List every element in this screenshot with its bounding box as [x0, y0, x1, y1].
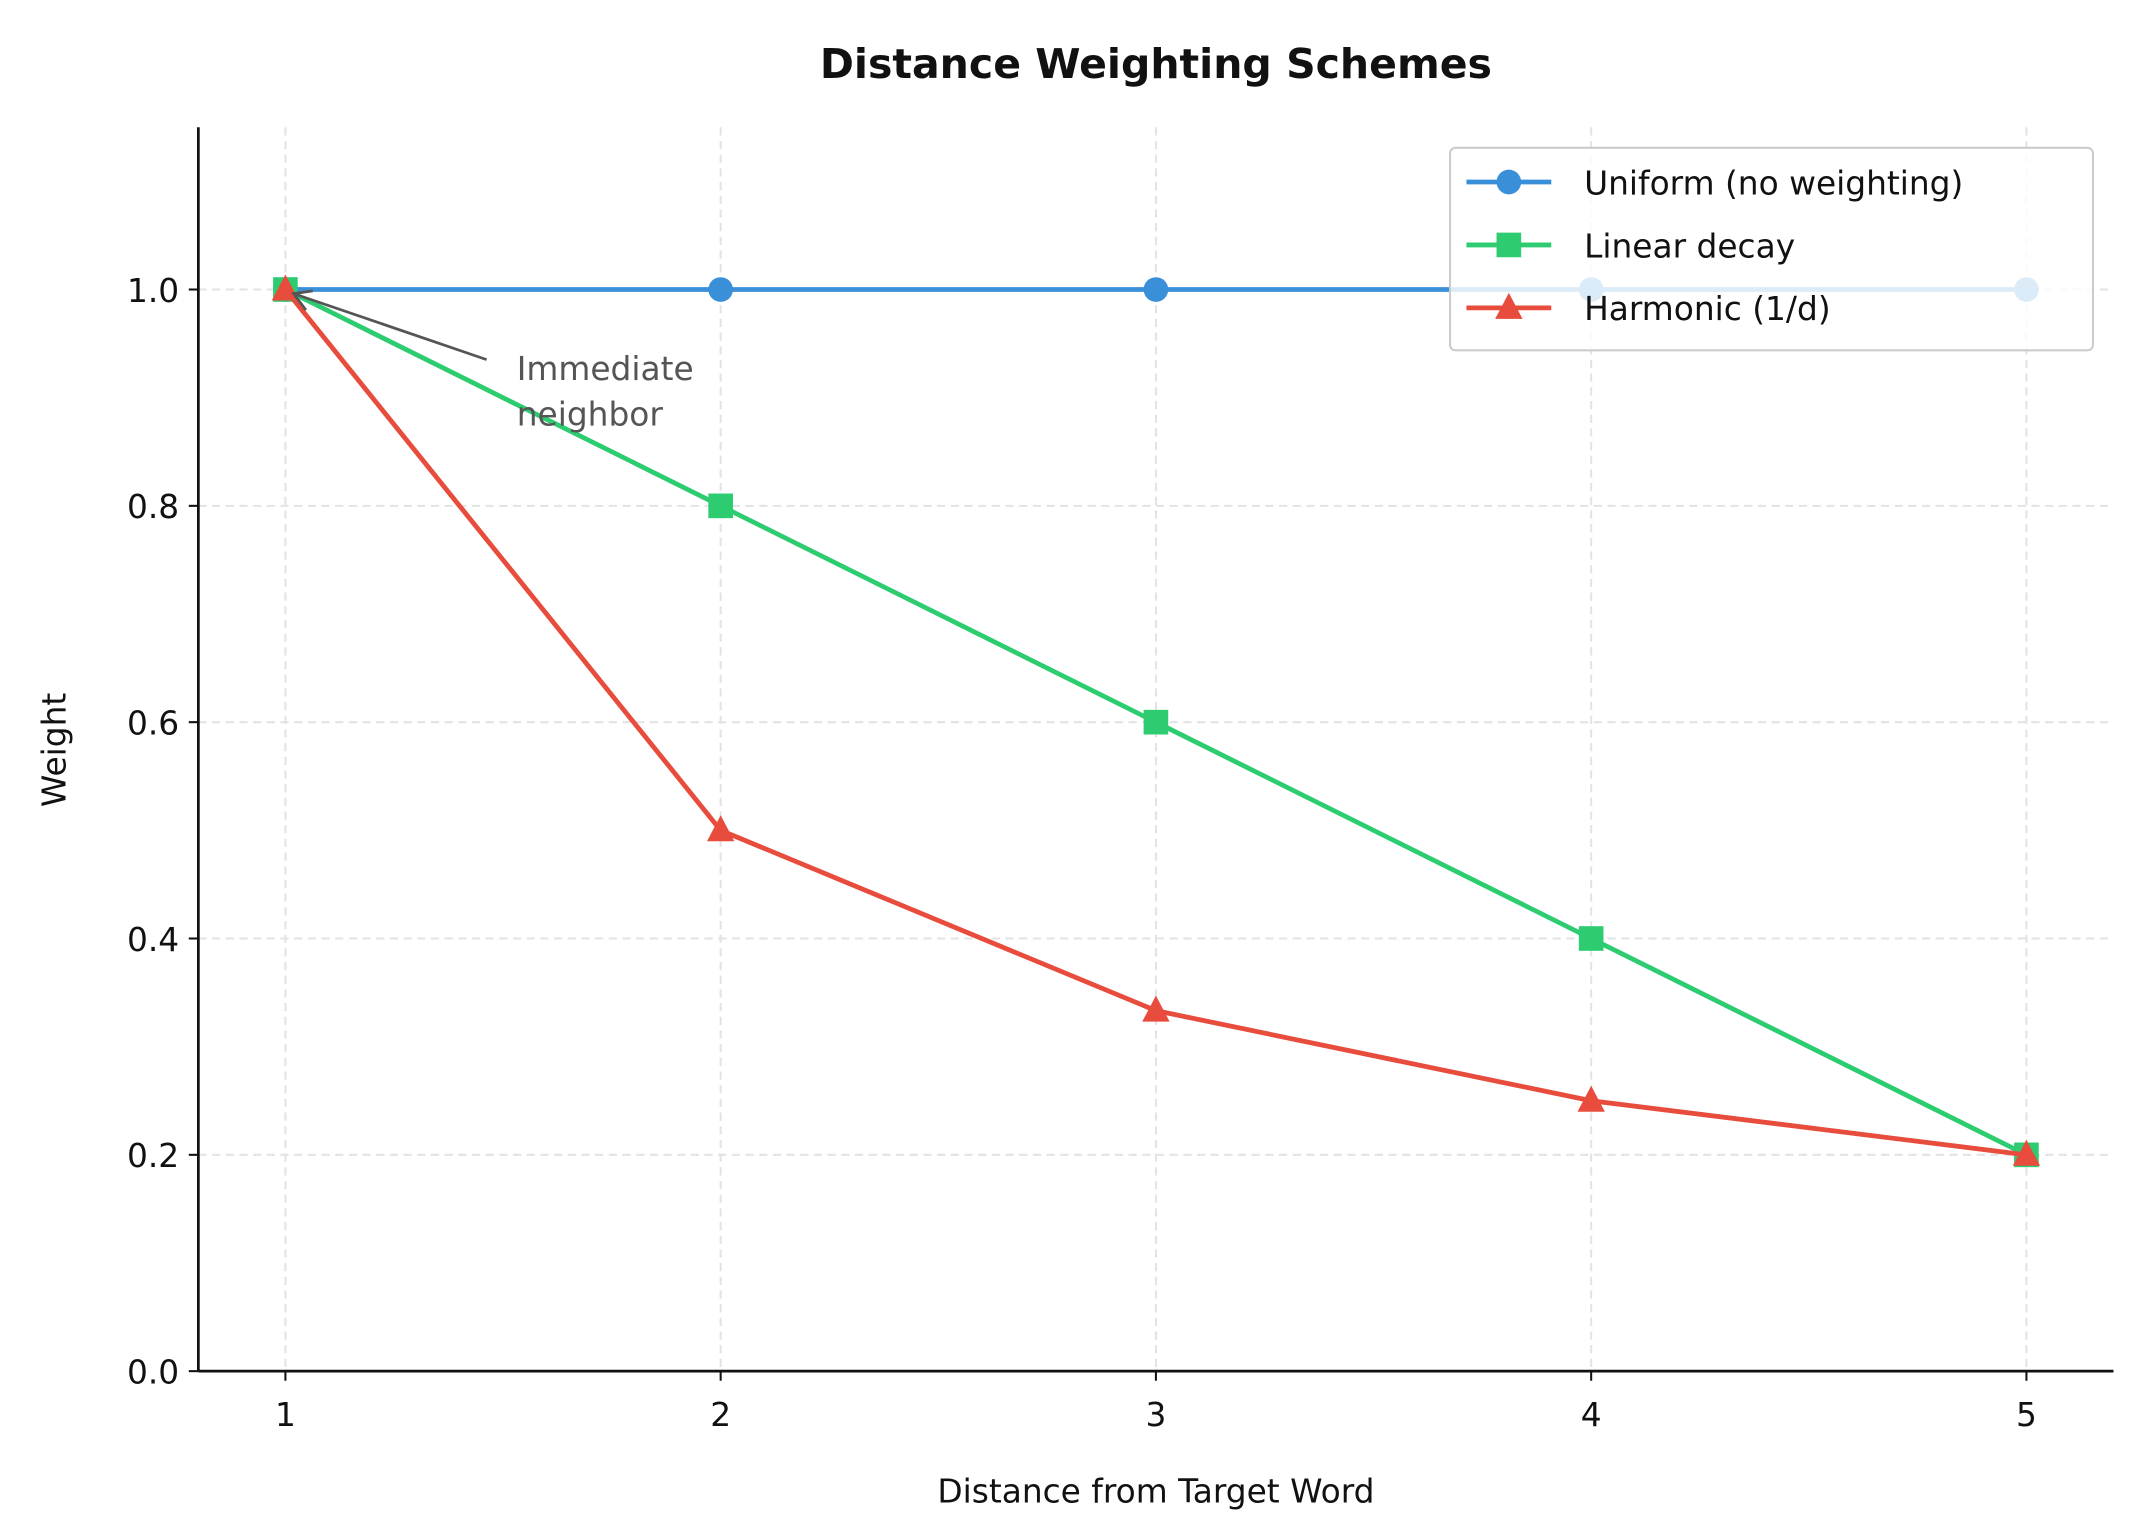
data-point — [706, 815, 735, 842]
axes — [196, 127, 2114, 1373]
x-tick-label: 1 — [275, 1396, 296, 1434]
data-point — [1143, 709, 1169, 735]
legend: Uniform (no weighting) Linear decay Harmon… — [1448, 146, 2094, 352]
legend-entry: Linear decay — [1466, 227, 1795, 265]
y-axis-label: Weight — [36, 693, 74, 808]
annotation: Immediate neighbor — [291, 289, 694, 433]
legend-marker-icon — [1495, 292, 1523, 319]
annotation-text: neighbor — [517, 395, 664, 433]
legend-entry: Harmonic (1/d) — [1466, 290, 1831, 328]
legend-entry: Uniform (no weighting) — [1466, 164, 1963, 202]
y-tick-label: 0.0 — [127, 1353, 179, 1391]
data-point — [1142, 995, 1170, 1022]
chart-title: Distance Weighting Schemes — [820, 40, 1492, 88]
ticks: 1 2 3 4 5 0.0 0.2 0.4 0.6 0.8 1.0 — [127, 272, 2037, 1434]
y-tick-label: 0.2 — [127, 1137, 179, 1175]
y-tick-label: 1.0 — [127, 272, 179, 310]
legend-label: Linear decay — [1584, 227, 1795, 265]
annotation-arrow — [293, 292, 488, 361]
data-point — [708, 493, 733, 519]
y-tick-label: 0.6 — [127, 704, 179, 742]
data-point — [1577, 1085, 1605, 1112]
legend-box — [1448, 146, 2094, 352]
legend-label: Uniform (no weighting) — [1584, 164, 1963, 202]
legend-marker-icon — [1496, 232, 1522, 258]
data-point — [2012, 1139, 2041, 1166]
y-tick-label: 0.8 — [127, 488, 179, 526]
x-axis-label: Distance from Target Word — [937, 1473, 1374, 1511]
legend-label: Harmonic (1/d) — [1584, 290, 1831, 328]
data-point — [1143, 277, 1169, 302]
x-tick-label: 4 — [1581, 1396, 1602, 1434]
data-point — [708, 277, 733, 302]
x-tick-label: 2 — [710, 1396, 731, 1434]
data-point — [1578, 926, 1604, 951]
legend-marker-icon — [1496, 169, 1522, 195]
arrow-head-icon — [291, 289, 313, 311]
x-tick-label: 3 — [1145, 1396, 1166, 1434]
x-tick-label: 5 — [2016, 1396, 2037, 1434]
annotation-text: Immediate — [517, 350, 694, 388]
y-tick-label: 0.4 — [127, 921, 179, 959]
